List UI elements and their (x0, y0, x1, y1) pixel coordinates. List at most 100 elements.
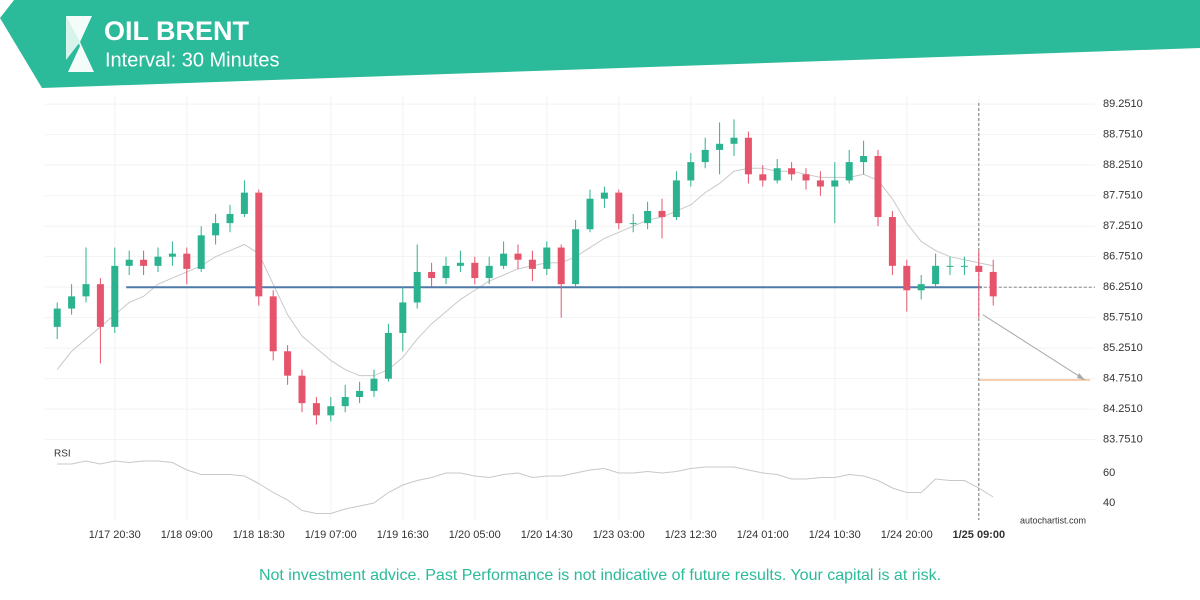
x-tick-label: 1/24 10:30 (809, 529, 861, 541)
candle-body (442, 265, 450, 279)
candle-body (730, 137, 738, 144)
candle-body (903, 265, 911, 291)
candle-body (946, 265, 954, 267)
rsi-tick-label: 40 (1103, 497, 1115, 509)
candle-body (96, 284, 104, 327)
candle-body (269, 296, 277, 352)
x-tick-label: 1/18 18:30 (233, 529, 285, 541)
candle-body (773, 168, 781, 181)
candle-body (960, 265, 968, 267)
candle-body (240, 192, 248, 214)
candle-body (644, 210, 652, 224)
candle-body (802, 174, 810, 181)
y-tick-label: 89.2510 (1103, 98, 1143, 110)
header-band (0, 0, 1200, 88)
candle-body (183, 253, 191, 269)
y-tick-label: 83.7510 (1103, 434, 1143, 446)
candle-body (53, 308, 61, 327)
candle-body (111, 265, 119, 327)
candle-body (255, 192, 263, 297)
disclaimer: Not investment advice. Past Performance … (259, 567, 941, 584)
candle-body (917, 284, 925, 291)
x-tick-label: 1/19 07:00 (305, 529, 357, 541)
candle-body (125, 259, 133, 266)
candle-body (514, 253, 522, 260)
candle-body (500, 253, 508, 266)
candle-body (341, 397, 349, 407)
x-tick-label: 1/20 05:00 (449, 529, 501, 541)
x-tick-label: 1/24 01:00 (737, 529, 789, 541)
candle-body (485, 265, 493, 279)
candle-body (226, 213, 234, 224)
y-tick-label: 84.7510 (1103, 373, 1143, 385)
logo-shade (66, 16, 80, 60)
y-tick-label: 84.2510 (1103, 403, 1143, 415)
y-tick-label: 87.2510 (1103, 220, 1143, 232)
candle-body (845, 162, 853, 181)
candle-body (629, 223, 637, 225)
y-tick-label: 88.7510 (1103, 129, 1143, 141)
candle-body (701, 149, 709, 163)
candle-body (456, 262, 464, 266)
x-tick-label: 1/24 20:00 (881, 529, 933, 541)
x-tick-label: 1/20 14:30 (521, 529, 573, 541)
candle-body (68, 296, 76, 309)
x-tick-label: 1/18 09:00 (161, 529, 213, 541)
candle-body (413, 271, 421, 303)
candle-body (615, 192, 623, 224)
candle-body (816, 180, 824, 187)
y-tick-label: 86.7510 (1103, 251, 1143, 263)
brand: autochartist.com (1020, 515, 1086, 525)
candle-body (744, 137, 752, 175)
y-tick-label: 87.7510 (1103, 190, 1143, 202)
candle-body (428, 271, 436, 279)
x-tick-label: 1/17 20:30 (89, 529, 141, 541)
candle-body (860, 156, 868, 163)
candle-body (557, 247, 565, 285)
candle-body (975, 265, 983, 272)
candle-body (759, 174, 767, 181)
candle-body (168, 253, 176, 257)
candle-body (831, 180, 839, 187)
forecast-arrow (982, 314, 1086, 381)
candle-body (586, 198, 594, 230)
candle-body (399, 302, 407, 333)
candle-body (82, 284, 90, 297)
candle-body (788, 168, 796, 175)
candle-body (327, 406, 335, 416)
candle-body (298, 375, 306, 404)
candle-body (874, 156, 882, 218)
candle-body (471, 262, 479, 279)
candle-body (528, 259, 536, 269)
rsi-tick-label: 60 (1103, 467, 1115, 479)
candle-body (658, 210, 666, 218)
candle-body (154, 256, 162, 266)
candle-body (543, 247, 551, 269)
candle-body (600, 192, 608, 199)
candle-body (312, 403, 320, 416)
x-tick-label: 1/25 09:00 (952, 529, 1005, 541)
x-tick-label: 1/23 03:00 (593, 529, 645, 541)
y-tick-label: 86.2510 (1103, 281, 1143, 293)
candle-body (370, 378, 378, 391)
candle-body (716, 143, 724, 150)
candle-body (687, 162, 695, 181)
candle-body (932, 265, 940, 285)
candle-body (384, 332, 392, 379)
title: OIL BRENT (104, 16, 250, 46)
forecast-arrowhead (1077, 372, 1085, 380)
candle-body (284, 351, 292, 376)
rsi-label: RSI (54, 449, 71, 460)
candle-body (140, 259, 148, 266)
candle-body (212, 223, 220, 236)
candle-body (356, 390, 364, 398)
subtitle: Interval: 30 Minutes (105, 49, 280, 71)
candle-body (989, 271, 997, 297)
candle-body (197, 235, 205, 269)
y-tick-label: 85.2510 (1103, 342, 1143, 354)
candle-body (572, 229, 580, 285)
candle-body (672, 180, 680, 218)
candle-body (888, 217, 896, 266)
